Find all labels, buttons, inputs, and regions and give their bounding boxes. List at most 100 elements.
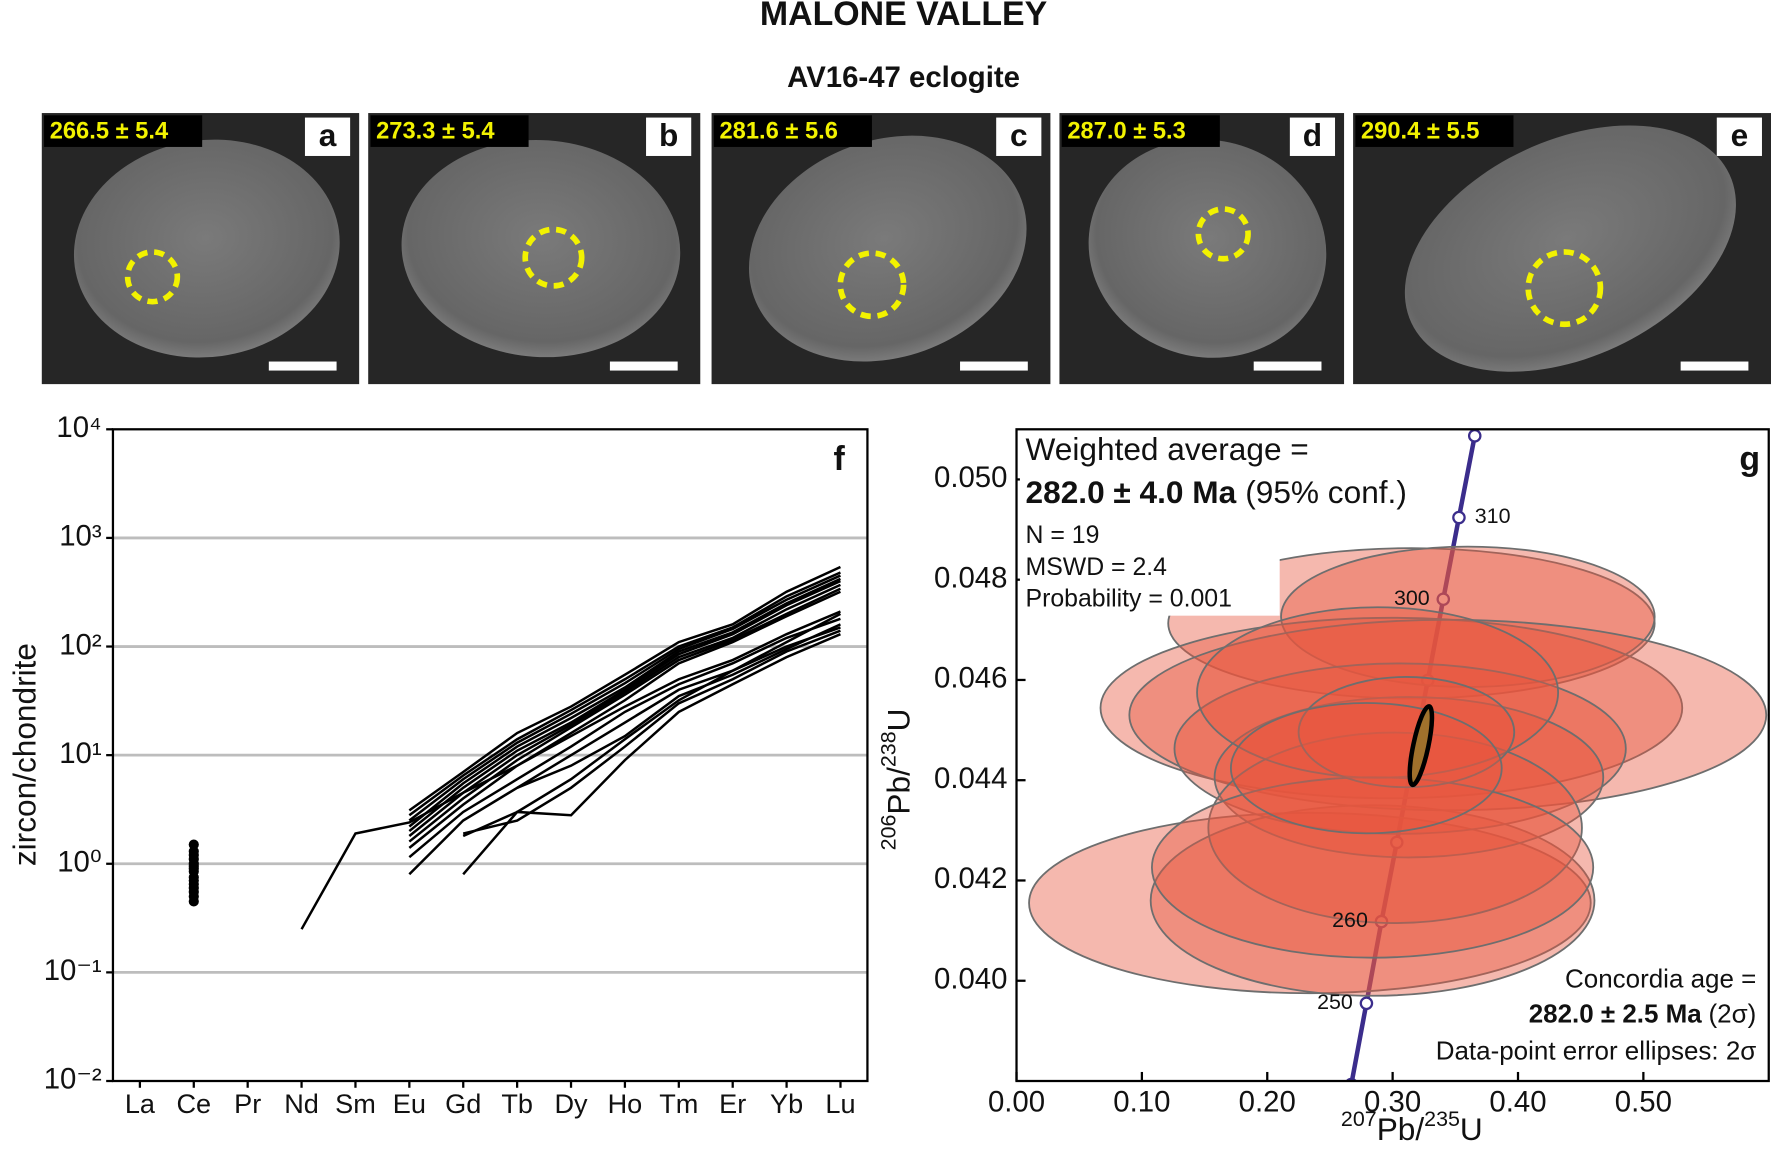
image-row: 266.5 ± 5.4 a 273.3 ± 5.4 b 281.6 ± 5.6 c 287.… (41, 113, 1771, 385)
subtitle: AV16-47 eclogite (787, 61, 1020, 94)
axis-label-part: Pb/ (1377, 1111, 1425, 1147)
ree-line (408, 590, 841, 849)
ree-line (408, 617, 841, 859)
error-ellipse (1128, 618, 1768, 812)
x-tick-label: Gd (445, 1088, 481, 1119)
analysis-spot (1195, 206, 1251, 262)
data-point (188, 882, 199, 893)
x-tick-label: Sm (335, 1088, 376, 1119)
age-label: 281.6 ± 5.6 (719, 119, 837, 145)
ree-plot: 10⁻² 10⁻¹ 10⁰ 10¹ 10² 10³ 10⁴ La Ce Pr Nd Sm Eu Gd Tb D… (44, 411, 868, 1119)
concordia-age-label: 260 (1332, 908, 1368, 932)
ree-line (408, 587, 841, 843)
axis-label-part: Pb/ (881, 767, 917, 815)
y-axis-label: 206Pb/238U (876, 709, 917, 851)
panel-letter: g (1739, 440, 1760, 478)
plot-frame (111, 428, 869, 1083)
annotation: (95% conf.) (1245, 474, 1407, 510)
error-ellipse (1297, 676, 1516, 789)
x-tick-label: Nd (284, 1088, 319, 1119)
axis-label-part: 206 (876, 815, 900, 851)
data-point (188, 896, 199, 907)
y-tick-label: 10² (59, 628, 102, 661)
x-tick-label: Yb (770, 1088, 803, 1119)
concordia-age-ellipse (1407, 704, 1435, 788)
ree-line (462, 633, 841, 876)
ree-line (408, 583, 841, 837)
zircon-grain (748, 135, 1027, 362)
ree-line (462, 629, 841, 835)
ree-line (408, 626, 841, 876)
x-tick-label: Eu (393, 1088, 426, 1119)
x-tick-label: 0.20 (1239, 1085, 1296, 1118)
annotation: Probability = 0.001 (1026, 585, 1232, 612)
age-label: 266.5 ± 5.4 (50, 119, 169, 145)
y-tick-label: 10¹ (59, 737, 102, 770)
y-tick-label: 10⁻² (44, 1063, 102, 1096)
axis-label-part: 238 (876, 731, 900, 767)
y-tick-label: 0.042 (934, 862, 1007, 895)
error-ellipse (1196, 606, 1560, 779)
x-tick-label: Tb (501, 1088, 533, 1119)
analysis-spot (124, 249, 181, 305)
concordia-axes: 0.00 0.10 0.20 0.30 0.40 0.50 0.040 0.042 0.044 0… (934, 461, 1672, 1118)
panel-letter: e (1731, 117, 1749, 153)
error-ellipse (1229, 702, 1503, 835)
y-tick-label: 0.044 (934, 762, 1007, 795)
x-tick-label: La (125, 1088, 156, 1119)
x-axis-label: 207Pb/235U (1341, 1106, 1483, 1147)
x-tick-label: Pr (234, 1088, 261, 1119)
y-tick-label: 10⁻¹ (44, 954, 102, 987)
age-label-bg (1061, 115, 1220, 147)
analysis-spot (522, 226, 585, 289)
panel-letter: a (319, 117, 337, 153)
error-ellipse (1099, 616, 1684, 800)
error-ellipse (1028, 811, 1592, 995)
x-tick-label: Er (719, 1088, 746, 1119)
letter-box (646, 117, 692, 156)
age-label: 273.3 ± 5.4 (376, 119, 495, 145)
annotation: Weighted average = (1026, 431, 1309, 467)
analysis-spot (837, 250, 907, 320)
x-tick-label: 0.50 (1615, 1085, 1672, 1118)
data-point (188, 875, 199, 886)
panel-letter: d (1303, 117, 1322, 153)
annotation: MSWD = 2.4 (1026, 554, 1168, 581)
error-ellipse (1149, 804, 1596, 997)
annotation: 282.0 ± 4.0 Ma (1026, 474, 1237, 510)
y-tick-label: 10⁰ (57, 846, 101, 879)
x-tick-label: Tm (659, 1088, 698, 1119)
concordia-marker (1374, 914, 1389, 929)
scale-bar (609, 361, 678, 371)
panel-letter: c (1010, 117, 1028, 153)
concordia-age-label: 310 (1475, 504, 1511, 528)
x-tick-label: 0.00 (988, 1085, 1045, 1118)
x-tick-label: Ce (176, 1088, 211, 1119)
letter-box (996, 117, 1042, 156)
x-tick-label: Lu (825, 1088, 855, 1119)
x-tick-label: 0.30 (1364, 1085, 1421, 1118)
ree-line (408, 577, 841, 828)
y-axis-label: zircon/chondrite (6, 643, 42, 866)
ree-line (408, 579, 841, 833)
annotation-box (1019, 432, 1280, 616)
annotation: Concordia age = (1565, 963, 1756, 993)
ree-line (516, 623, 841, 789)
panel-letter: b (659, 117, 678, 153)
scale-bar (1253, 361, 1322, 371)
age-label: 290.4 ± 5.5 (1361, 119, 1479, 145)
axis-label-part: U (1460, 1111, 1483, 1147)
concordia-age-label: 250 (1317, 990, 1353, 1014)
concordia-marker (1436, 592, 1451, 607)
age-label: 287.0 ± 5.3 (1067, 119, 1185, 145)
y-tick-label: 0.050 (934, 461, 1007, 494)
analysis-spot (1525, 249, 1604, 328)
concordia-marker (1452, 510, 1466, 525)
concordia-marker (1467, 429, 1482, 443)
error-ellipse (1173, 662, 1627, 835)
axis-label-part: 207 (1341, 1106, 1377, 1130)
axis-label-part: U (881, 709, 917, 732)
plot-frame (1015, 428, 1770, 1083)
